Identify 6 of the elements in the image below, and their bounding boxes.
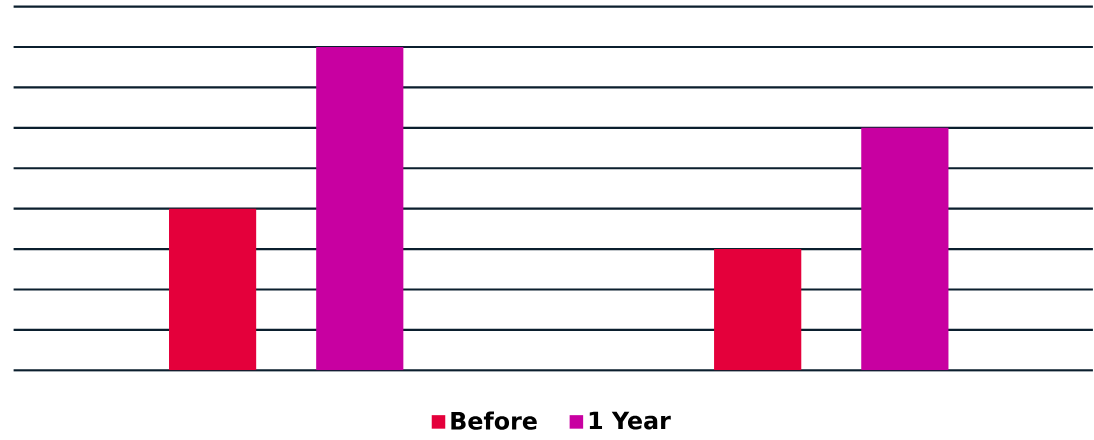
bar: [316, 46, 404, 371]
bar: [168, 208, 257, 371]
legend-label: Before: [451, 411, 537, 430]
bar: [861, 127, 949, 371]
legend-label: 1 Year: [589, 411, 671, 430]
bar: [714, 248, 802, 371]
